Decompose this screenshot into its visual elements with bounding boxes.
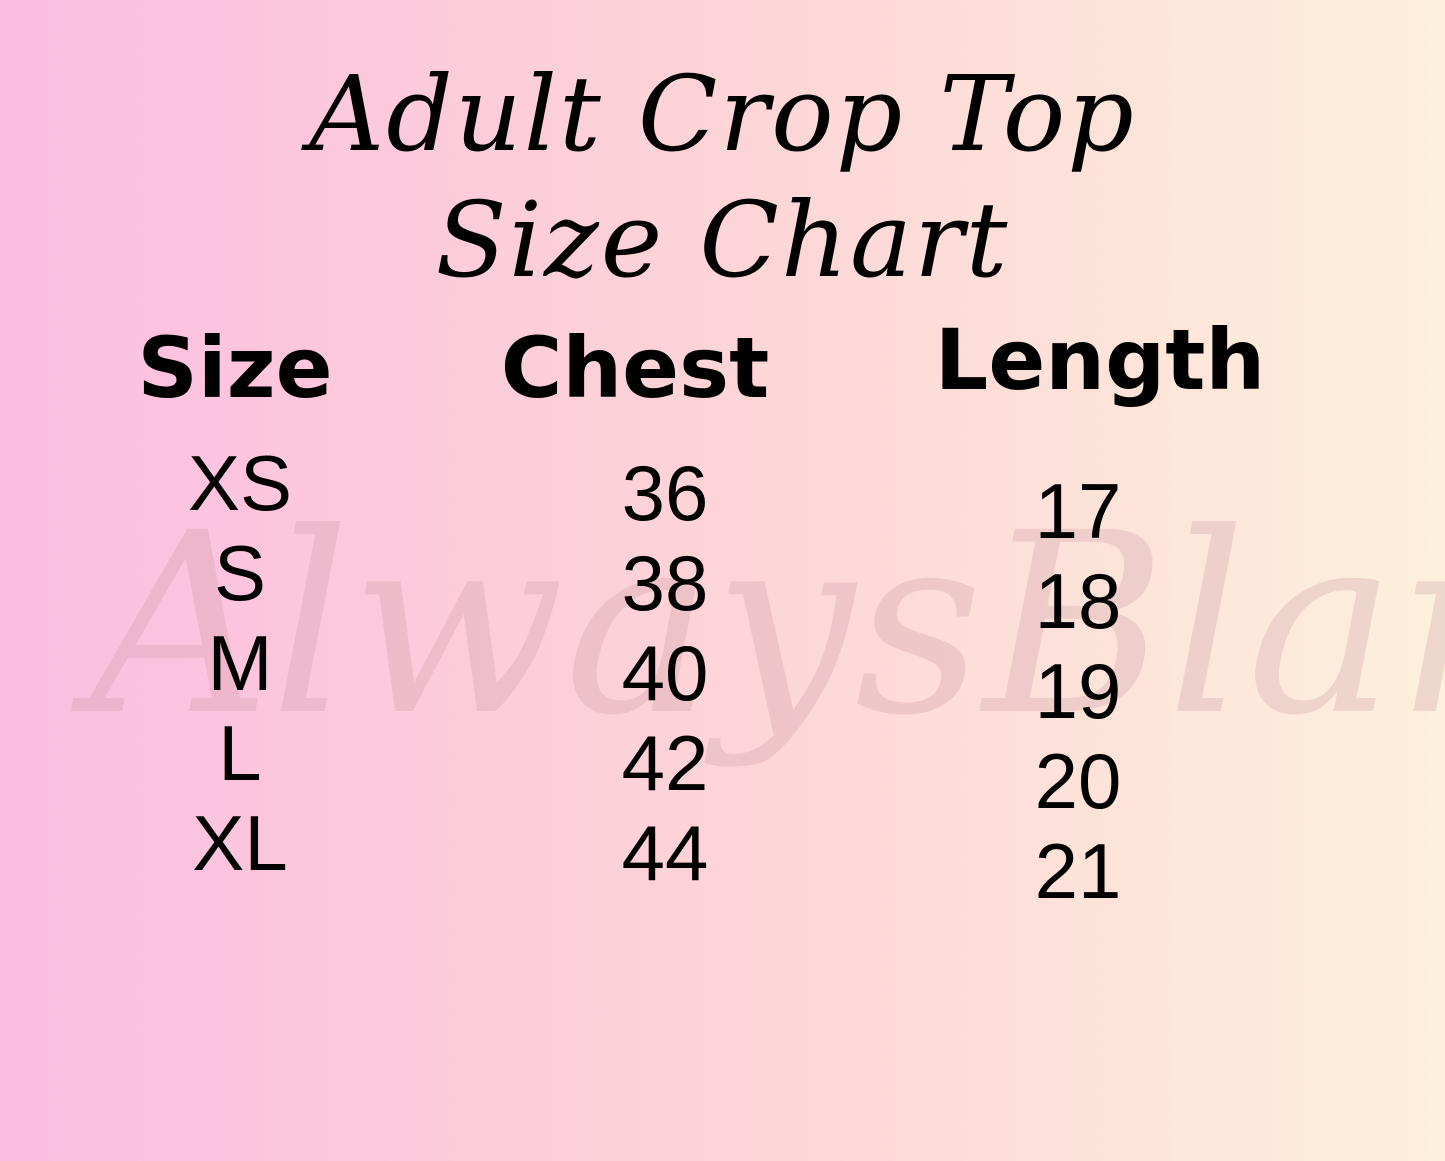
title-line-1: Adult Crop Top: [309, 53, 1136, 175]
size-column: XS S M L XL: [140, 438, 340, 888]
chest-column: 36 38 40 42 44: [565, 448, 765, 898]
size-cell: XS: [187, 439, 293, 527]
size-cell: XL: [192, 799, 288, 887]
size-cell: M: [207, 619, 273, 707]
chest-cell: 44: [621, 809, 709, 897]
length-cell: 19: [1034, 647, 1122, 735]
chest-cell: 36: [621, 449, 709, 537]
title-line-2: Size Chart: [435, 179, 1010, 301]
chest-cell: 38: [621, 539, 709, 627]
length-cell: 21: [1034, 827, 1122, 915]
chest-cell: 40: [621, 629, 709, 717]
size-cell: L: [218, 709, 262, 797]
length-cell: 20: [1034, 737, 1122, 825]
watermark: AlwaysBlanks: [90, 479, 1445, 770]
length-cell: 18: [1034, 557, 1122, 645]
length-cell: 17: [1034, 467, 1122, 555]
header-size: Size: [137, 319, 333, 417]
chest-cell: 42: [621, 719, 709, 807]
length-column: 17 18 19 20 21: [978, 466, 1178, 916]
header-chest: Chest: [500, 319, 770, 417]
header-length: Length: [934, 311, 1266, 409]
size-cell: S: [213, 529, 267, 617]
